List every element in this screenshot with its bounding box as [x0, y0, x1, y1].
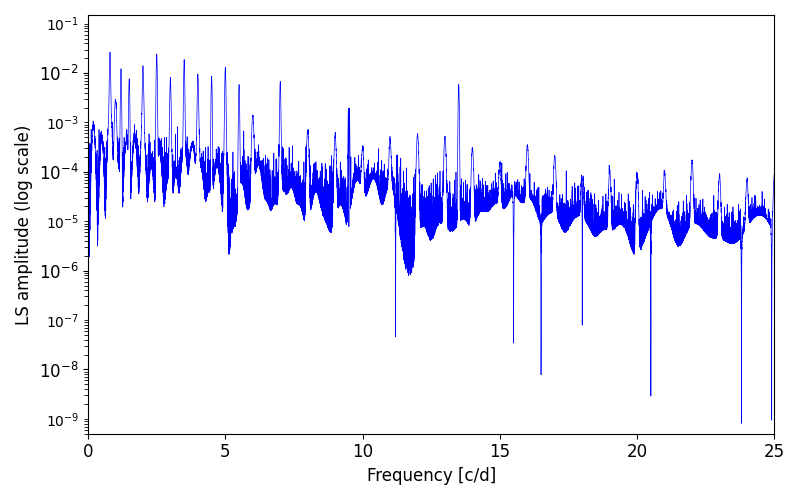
Y-axis label: LS amplitude (log scale): LS amplitude (log scale) — [15, 124, 33, 324]
X-axis label: Frequency [c/d]: Frequency [c/d] — [366, 467, 496, 485]
